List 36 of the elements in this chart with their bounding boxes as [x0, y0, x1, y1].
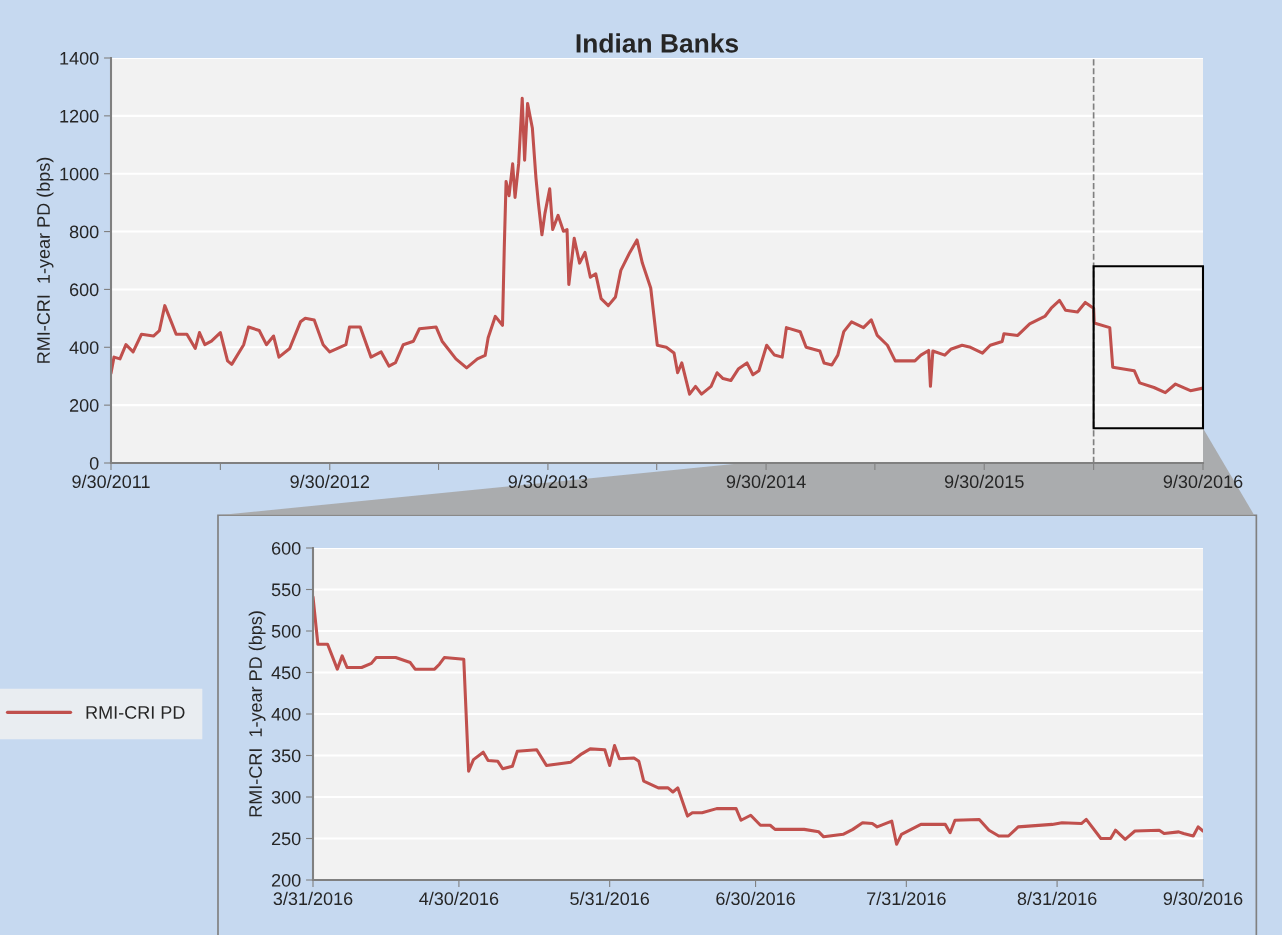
y-tick-label: 1000 — [60, 167, 99, 181]
y-tick-label: 0 — [89, 456, 99, 470]
y-tick-label: 400 — [271, 707, 301, 721]
line-series — [313, 595, 1203, 846]
x-tick-label: 9/30/2014 — [726, 474, 806, 489]
line-series — [111, 96, 1203, 396]
y-tick-label: 450 — [271, 666, 301, 680]
y-tick-label: 600 — [271, 541, 301, 555]
y-tick-label: 200 — [271, 873, 301, 887]
y-tick-label: 500 — [271, 624, 301, 638]
x-tick-label: 6/30/2016 — [716, 891, 795, 906]
chart-title: Indian Banks — [576, 33, 739, 53]
x-tick-label: 9/30/2013 — [508, 474, 588, 489]
x-tick-label: 9/30/2015 — [944, 474, 1024, 489]
x-tick-label: 5/31/2016 — [570, 891, 650, 906]
y-axis-title: RMI-CRI 1-year PD (bps) — [248, 611, 266, 817]
x-tick-label: 9/30/2012 — [290, 474, 370, 489]
y-tick-label: 800 — [69, 225, 99, 239]
y-tick-label: 550 — [271, 583, 301, 597]
legend-label: RMI-CRI PD — [86, 706, 185, 719]
y-tick-label: 600 — [69, 283, 99, 297]
y-axis-title: RMI-CRI 1-year PD (bps) — [36, 157, 54, 363]
x-tick-label: 8/31/2016 — [1017, 891, 1097, 906]
x-tick-label: 4/30/2016 — [419, 891, 499, 906]
y-tick-label: 400 — [69, 341, 99, 355]
y-tick-label: 200 — [69, 399, 99, 412]
y-tick-label: 300 — [271, 790, 301, 804]
y-tick-label: 250 — [271, 832, 301, 846]
x-tick-label: 9/30/2016 — [1163, 474, 1243, 489]
x-tick-label: 7/31/2016 — [867, 891, 946, 906]
y-tick-label: 1400 — [60, 51, 99, 65]
x-tick-label: 9/30/2016 — [1163, 891, 1243, 906]
x-tick-label: 3/31/2016 — [273, 891, 353, 906]
x-tick-label: 9/30/2011 — [72, 474, 150, 489]
y-tick-label: 1200 — [60, 109, 99, 123]
y-tick-label: 350 — [271, 749, 301, 763]
